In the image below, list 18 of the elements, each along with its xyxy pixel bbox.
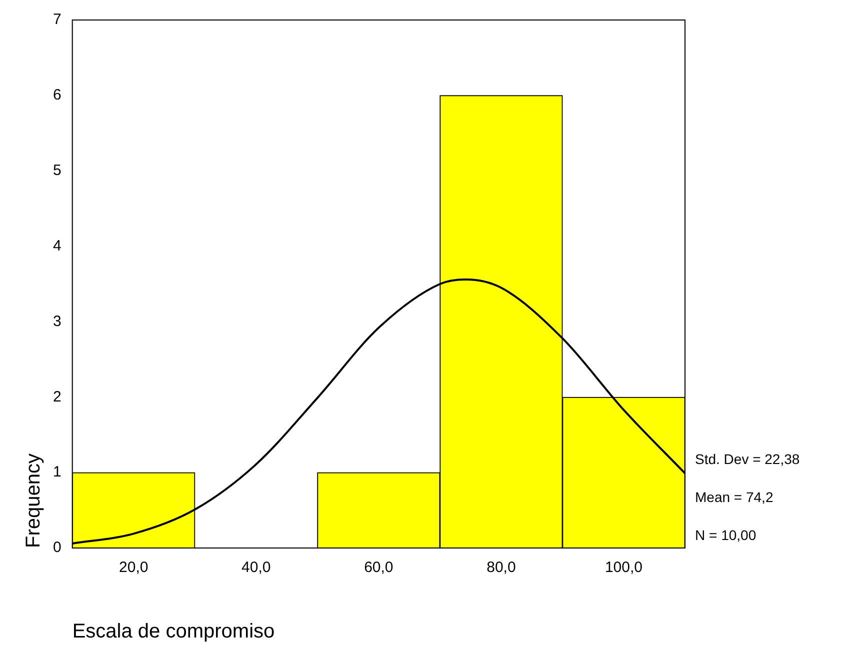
y-tick-label: 7	[53, 11, 62, 28]
y-tick-label: 3	[53, 312, 62, 330]
y-tick-label: 6	[53, 86, 62, 104]
x-tick-label: 60,0	[364, 559, 394, 576]
text: Mean = 74,2	[695, 488, 774, 505]
y-tick-label: 0	[53, 539, 62, 556]
x-tick-label: 40,0	[242, 559, 271, 576]
y-tick-label: 5	[53, 162, 62, 179]
x-tick-label: 100,0	[604, 559, 643, 576]
y-tick-label: 2	[53, 388, 62, 406]
y-axis-title: Frequency	[22, 454, 45, 548]
text: N = 10,00	[695, 526, 756, 543]
text: Std. Dev = 22,38	[695, 450, 800, 467]
y-tick-label: 4	[53, 237, 62, 254]
y-tick-label: 1	[53, 464, 62, 481]
x-tick-label: 20,0	[119, 559, 148, 576]
x-axis-title: Escala de compromiso	[72, 620, 275, 643]
x-tick-label: 80,0	[486, 559, 516, 576]
